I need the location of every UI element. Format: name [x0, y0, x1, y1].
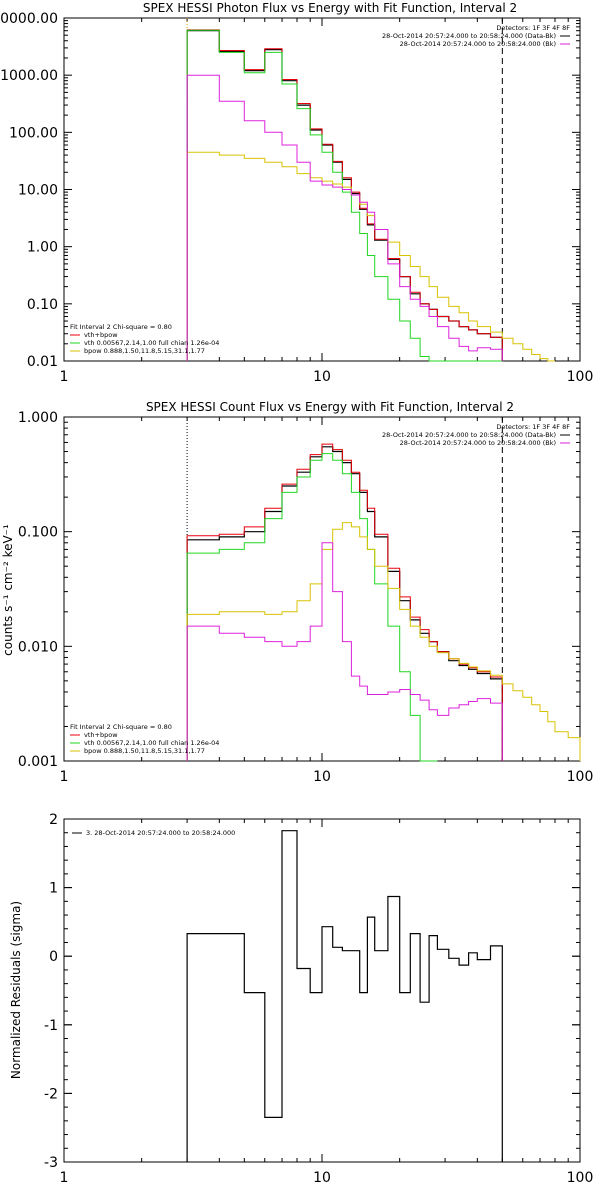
series-data-line [186, 446, 503, 761]
y-tick-label: 1.000 [18, 410, 58, 426]
y-tick-label: 2 [49, 812, 58, 828]
series-vth-line [186, 453, 438, 762]
legend-header: Fit Interval 2 Chi-square = 0.80 [70, 723, 172, 731]
x-tick-label: 1 [60, 369, 69, 385]
count-flux-panel: SPEX HESSI Count Flux vs Energy with Fit… [1, 400, 593, 785]
x-tick-label: 10 [313, 369, 331, 385]
legend: 3. 28-Oct-2014 20:57:24.000 to 20:58:24.… [72, 829, 235, 837]
series-group [186, 443, 581, 762]
legend-entry: 28-Oct-2014 20:57:24.000 to 20:58:24.000… [382, 32, 556, 40]
legend-entry: bpow 0.888,1.50,11.8,5.15,31.1,1.77 [84, 347, 205, 355]
x-tick-label: 100 [567, 769, 594, 785]
x-tick-label: 100 [567, 1170, 594, 1186]
series-bpow-line [186, 74, 503, 361]
legend-entry: 28-Oct-2014 20:57:24.000 to 20:58:24.000… [400, 439, 556, 447]
series-bpow2-line [186, 522, 581, 761]
x-tick-label: 10 [313, 1170, 331, 1186]
y-tick-label: 100.00 [9, 125, 58, 141]
legend-entry: vth+bpow [84, 331, 118, 339]
x-tick-label: 100 [567, 369, 594, 385]
y-tick-label: 0.01 [27, 354, 58, 370]
series-bpow2-line [186, 151, 555, 362]
y-tick-label: 1.00 [27, 240, 58, 256]
legend-entry: 28-Oct-2014 20:57:24.000 to 20:58:24.000… [400, 40, 556, 48]
series-bpow-line [186, 542, 503, 761]
x-tick-label: 10 [313, 769, 331, 785]
x-tick-label: 1 [60, 769, 69, 785]
legend-header: Fit Interval 2 Chi-square = 0.80 [70, 323, 172, 331]
y-tick-label: 0.10 [27, 297, 58, 313]
y-tick-label: 0.100 [18, 525, 58, 541]
x-tick-label: 1 [60, 1170, 69, 1186]
series-data-line [186, 830, 503, 1162]
series-model_total-line [186, 29, 503, 361]
legend-entry: vth 0.00567,2.14,1.00 full chian 1.26e-0… [84, 739, 219, 747]
chart-title: SPEX HESSI Photon Flux vs Energy with Fi… [143, 1, 517, 15]
chart-title: SPEX HESSI Count Flux vs Energy with Fit… [146, 400, 514, 414]
y-tick-label: -3 [44, 1155, 58, 1171]
legend-entry: bpow 0.888,1.50,11.8,5.15,31.1,1.77 [84, 747, 205, 755]
photon-flux-panel: SPEX HESSI Photon Flux vs Energy with Fi… [0, 1, 593, 385]
legend-entry: 3. 28-Oct-2014 20:57:24.000 to 20:58:24.… [86, 829, 235, 837]
y-tick-label: 10.00 [18, 183, 58, 199]
series-group [186, 29, 555, 362]
legend-header: Detectors: 1F 3F 4F 8F [496, 24, 570, 32]
range-markers [186, 417, 503, 761]
y-tick-label: 0.010 [18, 639, 58, 655]
y-tick-label: 0 [49, 949, 58, 965]
y-axis-label: counts s⁻¹ cm⁻² keV⁻¹ [1, 524, 15, 656]
legend-entry: 28-Oct-2014 20:57:24.000 to 20:58:24.000… [382, 431, 556, 439]
legend-entry: vth 0.00567,2.14,1.00 full chian 1.26e-0… [84, 339, 219, 347]
series-model_total-line [186, 443, 503, 761]
y-tick-label: 0.001 [18, 754, 58, 770]
residuals-panel: Normalized Residuals (sigma) 1 10 100210-1… [9, 812, 593, 1186]
y-tick-label: -1 [44, 1018, 58, 1034]
legend-header: Detectors: 1F 3F 4F 8F [496, 423, 570, 431]
legend-entry: vth+bpow [84, 731, 118, 739]
series-vth-line [186, 29, 503, 362]
y-tick-label: 1000.00 [0, 68, 58, 84]
y-tick-label: -2 [44, 1086, 58, 1102]
y-tick-label: 1 [49, 881, 58, 897]
series-data-line [186, 30, 503, 361]
y-axis-label: Normalized Residuals (sigma) [9, 901, 23, 1079]
series-group [186, 830, 503, 1162]
